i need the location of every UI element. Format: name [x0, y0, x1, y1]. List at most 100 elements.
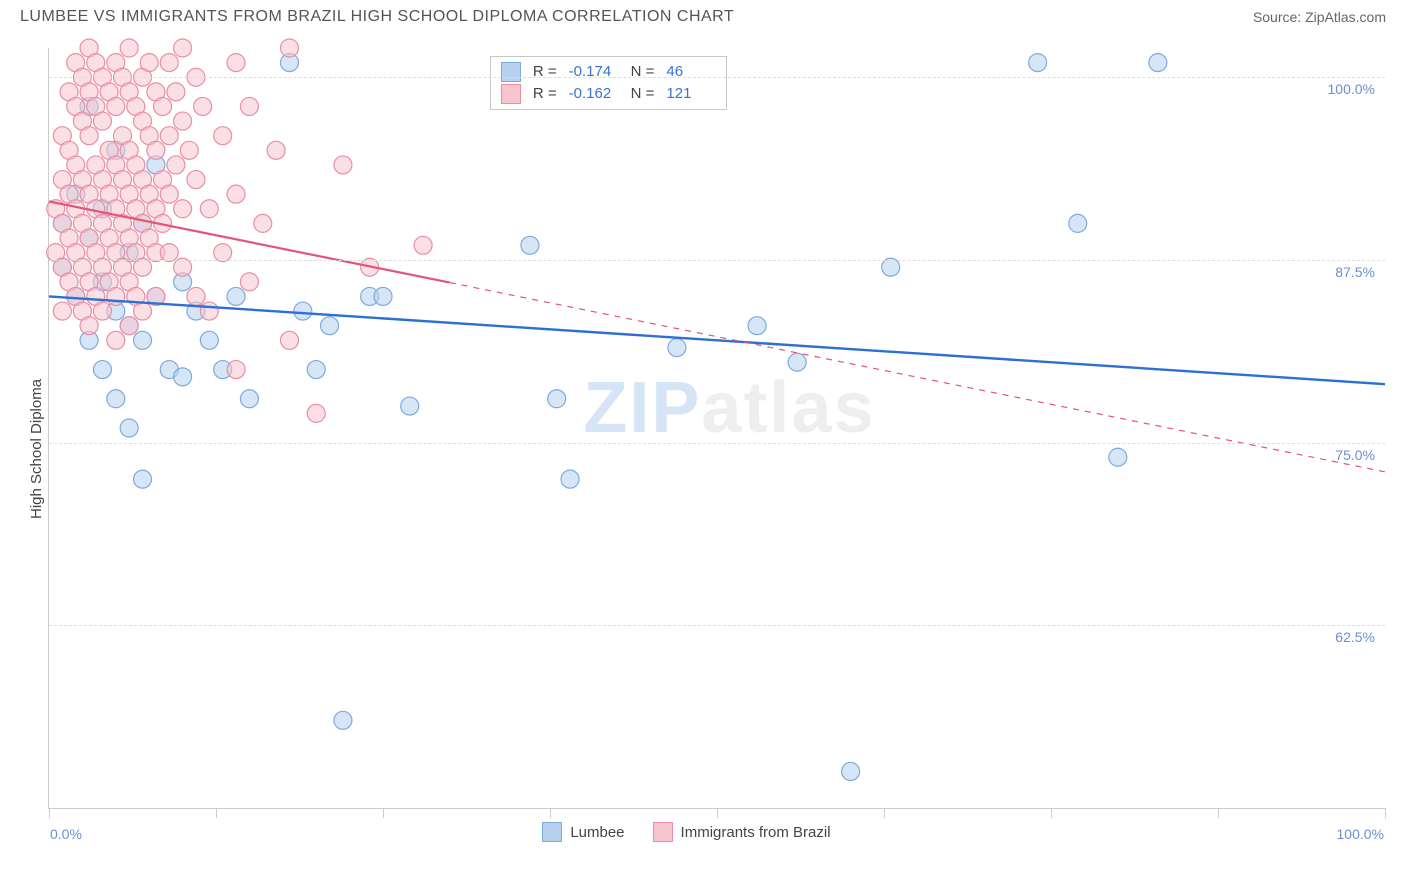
scatter-point: [107, 331, 125, 349]
scatter-point: [240, 273, 258, 291]
scatter-point: [174, 112, 192, 130]
scatter-point: [174, 368, 192, 386]
scatter-point: [80, 127, 98, 145]
scatter-point: [788, 353, 806, 371]
x-tick-mark: [49, 808, 50, 818]
scatter-point: [374, 287, 392, 305]
trend-line: [49, 296, 1385, 384]
stat-r-value: -0.162: [569, 85, 619, 102]
scatter-point: [93, 112, 111, 130]
gridline: [49, 260, 1385, 261]
scatter-point: [167, 156, 185, 174]
scatter-point: [842, 762, 860, 780]
scatter-point: [294, 302, 312, 320]
x-tick-mark: [1051, 808, 1052, 818]
scatter-point: [1109, 448, 1127, 466]
y-tick-label: 62.5%: [1335, 629, 1375, 645]
scatter-plot-layer: [49, 48, 1385, 808]
scatter-point: [120, 419, 138, 437]
scatter-point: [254, 214, 272, 232]
stat-n-value: 121: [666, 85, 716, 102]
y-axis-label: High School Diploma: [28, 379, 45, 519]
scatter-point: [1149, 54, 1167, 72]
stat-r-label: R =: [533, 85, 557, 102]
scatter-point: [414, 236, 432, 254]
legend-swatch: [501, 62, 521, 82]
scatter-point: [53, 302, 71, 320]
scatter-point: [321, 317, 339, 335]
x-tick-mark: [884, 808, 885, 818]
legend-swatch: [653, 822, 673, 842]
series-legend: Lumbee Immigrants from Brazil: [542, 822, 850, 842]
scatter-point: [227, 287, 245, 305]
scatter-point: [134, 302, 152, 320]
x-axis-max-label: 100.0%: [1337, 826, 1384, 842]
scatter-point: [334, 156, 352, 174]
scatter-point: [200, 302, 218, 320]
x-tick-mark: [1218, 808, 1219, 818]
stats-legend-row: R = -0.162 N = 121: [501, 83, 717, 105]
scatter-point: [307, 404, 325, 422]
scatter-point: [147, 141, 165, 159]
x-tick-mark: [717, 808, 718, 818]
scatter-point: [200, 331, 218, 349]
scatter-point: [334, 711, 352, 729]
scatter-point: [200, 200, 218, 218]
scatter-point: [107, 287, 125, 305]
scatter-point: [548, 390, 566, 408]
legend-swatch: [542, 822, 562, 842]
scatter-point: [307, 361, 325, 379]
scatter-point: [107, 390, 125, 408]
gridline: [49, 625, 1385, 626]
scatter-point: [134, 470, 152, 488]
x-axis-min-label: 0.0%: [50, 826, 82, 842]
scatter-point: [214, 244, 232, 262]
legend-label: Lumbee: [570, 824, 624, 841]
scatter-point: [180, 141, 198, 159]
scatter-point: [521, 236, 539, 254]
scatter-point: [240, 97, 258, 115]
scatter-point: [280, 331, 298, 349]
scatter-point: [93, 361, 111, 379]
y-tick-label: 75.0%: [1335, 447, 1375, 463]
scatter-point: [160, 127, 178, 145]
scatter-point: [187, 287, 205, 305]
chart-header: LUMBEE VS IMMIGRANTS FROM BRAZIL HIGH SC…: [0, 0, 1406, 26]
scatter-point: [174, 200, 192, 218]
scatter-point: [227, 54, 245, 72]
y-tick-label: 100.0%: [1328, 81, 1375, 97]
scatter-point: [187, 171, 205, 189]
y-tick-label: 87.5%: [1335, 264, 1375, 280]
stats-legend-box: R =-0.174N =46 R = -0.162 N = 121: [490, 56, 728, 110]
scatter-point: [160, 185, 178, 203]
scatter-point: [80, 317, 98, 335]
x-tick-mark: [216, 808, 217, 818]
scatter-point: [120, 39, 138, 57]
scatter-point: [194, 97, 212, 115]
scatter-point: [174, 39, 192, 57]
scatter-point: [140, 54, 158, 72]
scatter-point: [1069, 214, 1087, 232]
gridline: [49, 77, 1385, 78]
stats-legend-row: R =-0.174N =46: [501, 61, 717, 83]
x-tick-mark: [1385, 808, 1386, 818]
scatter-point: [134, 258, 152, 276]
scatter-point: [748, 317, 766, 335]
x-tick-mark: [383, 808, 384, 818]
stat-n-label: N =: [631, 85, 655, 102]
chart-source: Source: ZipAtlas.com: [1253, 9, 1386, 25]
scatter-point: [174, 258, 192, 276]
x-tick-mark: [550, 808, 551, 818]
scatter-point: [120, 317, 138, 335]
scatter-point: [160, 244, 178, 262]
scatter-point: [240, 390, 258, 408]
scatter-point: [107, 97, 125, 115]
legend-label: Immigrants from Brazil: [681, 824, 831, 841]
scatter-point: [154, 97, 172, 115]
scatter-point: [160, 54, 178, 72]
scatter-point: [267, 141, 285, 159]
scatter-point: [401, 397, 419, 415]
gridline: [49, 443, 1385, 444]
correlation-scatter-chart: ZIPatlas R =-0.174N =46R =-0.162N =121 6…: [48, 48, 1385, 809]
scatter-point: [227, 185, 245, 203]
